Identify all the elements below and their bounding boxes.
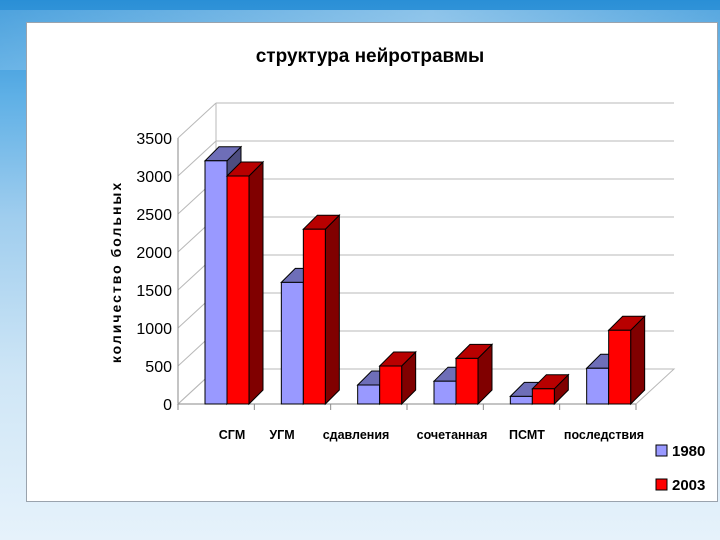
y-tick-label: 3000 xyxy=(136,169,172,186)
bar-front xyxy=(531,388,555,405)
bar-front xyxy=(586,367,610,405)
category-labels: СГМ УГМ сдавления сочетанная ПСМТ последствия xyxy=(219,428,644,442)
y-axis-label: количество больных xyxy=(108,181,124,363)
category-label: сдавления xyxy=(323,428,390,442)
y-tick-label: 0 xyxy=(163,397,172,414)
gridline-side xyxy=(177,140,217,177)
bar-front xyxy=(204,160,228,405)
y-tick-label: 1000 xyxy=(136,321,172,338)
gridline-side xyxy=(177,102,217,139)
chart-title: структура нейротравмы xyxy=(256,46,485,67)
bar-front xyxy=(280,281,304,405)
bar-front xyxy=(608,329,632,405)
bar-2003-5 xyxy=(607,315,646,406)
legend-label-2003: 2003 xyxy=(672,477,705,494)
bar-2003-3 xyxy=(454,343,494,406)
bar-side xyxy=(248,160,264,406)
bar-front xyxy=(226,175,250,405)
category-label: СГМ xyxy=(219,428,246,442)
bar-front xyxy=(379,365,403,405)
category-label: последствия xyxy=(564,428,644,442)
category-label: ПСМТ xyxy=(509,428,545,442)
bar-front xyxy=(357,384,381,405)
category-label: сочетанная xyxy=(417,428,488,442)
y-tick-label: 3500 xyxy=(136,131,172,148)
bar-2003-2 xyxy=(378,350,417,406)
bar-front xyxy=(455,357,479,405)
y-tick-label: 2000 xyxy=(136,245,172,262)
y-tick-label: 500 xyxy=(145,359,172,376)
bar-side xyxy=(324,213,340,406)
y-tick-label: 2500 xyxy=(136,207,172,224)
y-ticks: 0 500 1000 1500 2000 2500 3000 3500 xyxy=(136,131,172,414)
legend-label-1980: 1980 xyxy=(672,443,705,460)
bar-front xyxy=(509,395,533,405)
bar-2003-1 xyxy=(302,213,341,406)
legend-swatch-2003 xyxy=(655,478,668,491)
bar-side xyxy=(630,315,646,406)
bar-2003-4 xyxy=(531,373,570,406)
y-tick-label: 1500 xyxy=(136,283,172,300)
bar-front xyxy=(302,228,326,405)
bar-front xyxy=(433,380,457,405)
chart-panel xyxy=(26,22,718,502)
bar-2003-0 xyxy=(225,160,265,406)
legend-swatch-1980 xyxy=(655,444,668,457)
bars xyxy=(203,145,646,406)
legend: 1980 2003 xyxy=(655,443,705,494)
category-label: УГМ xyxy=(269,428,294,442)
